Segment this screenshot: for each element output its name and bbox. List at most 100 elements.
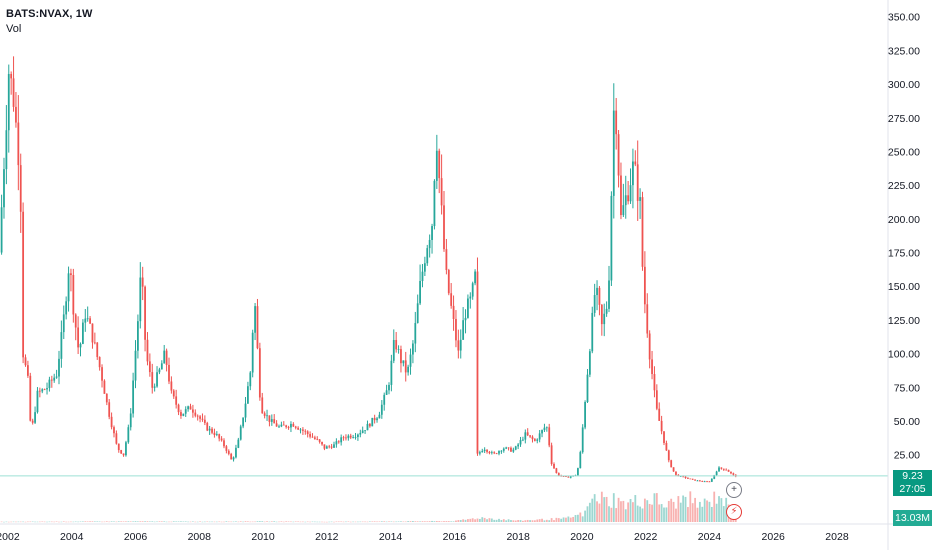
volume-bar [459, 520, 462, 522]
volume-bar [146, 521, 149, 522]
candle-body [419, 280, 421, 304]
volume-bar [0, 521, 3, 523]
volume-bar [588, 502, 591, 522]
candle-body [660, 420, 663, 432]
candle-body [684, 476, 687, 478]
candle-body [710, 478, 713, 482]
volume-bar [239, 521, 242, 522]
candle-body [514, 446, 517, 450]
lightning-icon[interactable]: ⚡ [726, 504, 742, 520]
candle-body [476, 271, 479, 454]
volume-bar [455, 520, 457, 522]
candle-body [158, 369, 161, 373]
volume-bar [325, 521, 328, 523]
plus-circle-icon[interactable]: + [726, 482, 742, 498]
candle-body [156, 372, 158, 387]
candle-body [256, 306, 259, 349]
candle-body [280, 424, 283, 427]
candle-body [349, 435, 352, 438]
time-axis[interactable]: 2002 2004 2006 2008 2010 2012 2014 2016 2018 2020… [0, 523, 932, 543]
candle-body [407, 366, 410, 373]
candle-body [96, 342, 99, 358]
volume-bar [156, 521, 158, 523]
volume-bar [108, 521, 111, 523]
volume-bar [579, 512, 582, 522]
candle-body [70, 273, 72, 276]
volume-bar [478, 518, 481, 522]
price-axis[interactable]: 25.00 50.00 75.00 100.00 125.00 150.00 175.00 2… [887, 0, 920, 550]
volume-bar [91, 521, 94, 522]
volume-bar [689, 491, 692, 522]
volume-bar [567, 516, 570, 522]
volume-bar [600, 491, 603, 522]
candle-body [505, 447, 508, 449]
volume-bar [347, 521, 350, 523]
volume-bar [333, 521, 335, 523]
volume-bar [493, 519, 496, 522]
candle-body [529, 435, 531, 437]
symbol-title[interactable]: BATS:NVAX, 1W [6, 8, 93, 20]
volume-bar [620, 501, 622, 522]
y-tick-label: 50.00 [894, 416, 920, 428]
candle-body [294, 426, 297, 428]
volume-bar [541, 518, 543, 522]
volume-bar [632, 502, 634, 522]
candle-body [0, 207, 3, 253]
candle-body [701, 481, 704, 482]
candle-body [498, 451, 500, 454]
candle-body [249, 372, 252, 387]
volume-bar [10, 521, 13, 523]
volume-bar [718, 496, 720, 522]
candle-body [385, 390, 388, 395]
volume-bar [371, 521, 374, 522]
volume-bar [82, 521, 84, 522]
volume-bar [357, 521, 359, 523]
candle-body [605, 308, 608, 314]
volume-bar [41, 521, 44, 523]
volume-bar [335, 521, 338, 523]
volume-bar [38, 521, 41, 523]
candle-body [330, 446, 333, 448]
candle-body [201, 418, 204, 420]
volume-bar [703, 498, 706, 522]
candle-body [333, 444, 335, 448]
volume-bar [199, 521, 201, 522]
volume-indicator-label[interactable]: Vol [6, 23, 22, 35]
candle-body [586, 374, 589, 403]
candle-body [665, 442, 668, 451]
volume-bar [574, 515, 577, 522]
candle-body [10, 73, 13, 79]
volume-bar [249, 521, 252, 523]
candle-body [199, 416, 201, 419]
volume-bar [302, 521, 304, 523]
volume-bar [113, 521, 115, 522]
candle-body [34, 412, 36, 423]
candle-body [696, 480, 699, 482]
candle-body [426, 248, 429, 264]
volume-bar [70, 521, 72, 523]
candle-body [687, 477, 689, 479]
candle-body [268, 415, 271, 422]
candle-body [423, 263, 426, 272]
volume-bar [65, 521, 68, 523]
candle-body [512, 449, 515, 452]
volume-bar [60, 521, 63, 523]
candle-body [299, 429, 302, 431]
candle-body [82, 322, 84, 344]
candle-body [612, 110, 615, 196]
volume-bar [691, 503, 694, 522]
volume-bar [445, 521, 448, 522]
volume-bar [184, 521, 187, 522]
candle-body [337, 441, 340, 443]
candle-body [105, 393, 108, 403]
volume-bar [706, 500, 708, 522]
volume-bar [180, 521, 182, 522]
candle-body [48, 379, 51, 389]
candle-body [507, 447, 510, 449]
volume-bar [679, 502, 682, 522]
volume-bar [565, 517, 567, 522]
candle-body [615, 110, 618, 135]
candle-body [342, 437, 345, 439]
volume-bar [148, 521, 151, 522]
